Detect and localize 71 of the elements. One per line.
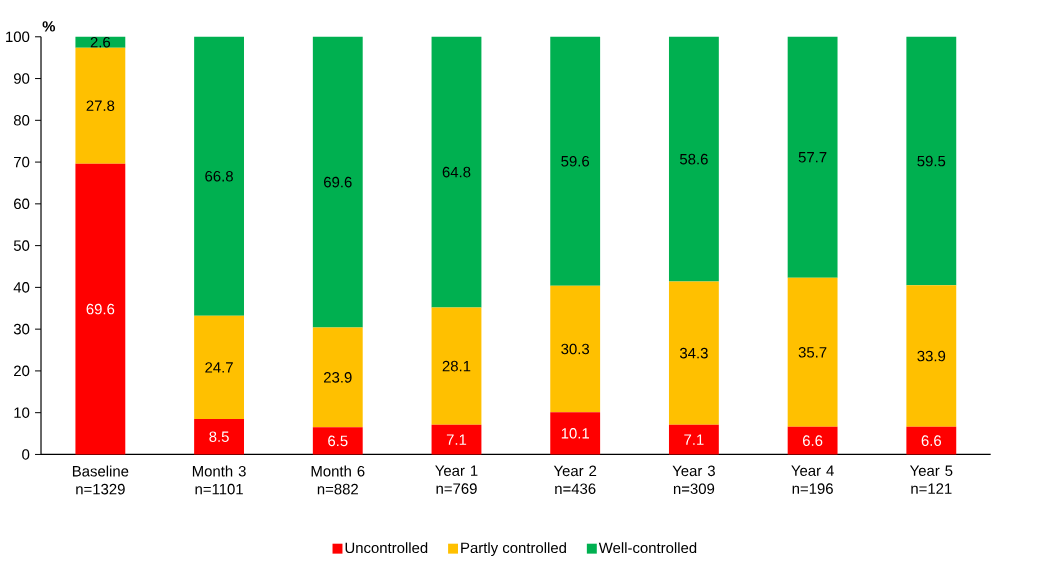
- data-label: 23.9: [324, 372, 352, 383]
- x-tick-label: Month 6 n=882: [311, 465, 365, 495]
- data-label: 33.9: [917, 350, 946, 362]
- data-label: 59.6: [561, 156, 590, 167]
- bar: [668, 424, 719, 455]
- data-label: 58.6: [679, 154, 708, 165]
- legend-label: Uncontrolled: [345, 542, 428, 554]
- bar: [668, 36, 719, 282]
- data-label: 6.6: [803, 435, 823, 447]
- y-tick-label: 90: [13, 73, 30, 84]
- bar: [75, 47, 126, 164]
- data-label: 8.5: [209, 431, 229, 443]
- y-tick-label: 30: [13, 323, 30, 335]
- data-label: 69.6: [324, 176, 352, 188]
- data-label: 10.1: [561, 428, 589, 439]
- data-label: 34.3: [679, 348, 708, 359]
- x-tick-label: Year 2 n=436: [553, 465, 597, 495]
- x-tick-label: Baseline n=1329: [72, 465, 129, 495]
- bar: [787, 36, 838, 278]
- data-label: 57.7: [798, 152, 827, 163]
- y-tick-label: 20: [14, 365, 30, 377]
- bar: [906, 427, 957, 455]
- bar: [431, 424, 482, 455]
- data-label: 69.6: [86, 303, 115, 315]
- bar: [787, 427, 838, 455]
- data-label: 6.6: [921, 435, 942, 447]
- bar: [550, 285, 601, 413]
- bar: [194, 36, 244, 316]
- data-label: 24.7: [205, 362, 233, 373]
- bar: [550, 36, 601, 286]
- data-label: 28.1: [442, 360, 471, 372]
- bar: [312, 36, 363, 328]
- data-label: 30.3: [561, 343, 590, 355]
- y-axis-title: %: [42, 21, 56, 32]
- y-tick-label: 100: [6, 31, 30, 43]
- data-label: 59.5: [917, 155, 946, 167]
- x-tick-label: Year 4 n=196: [791, 465, 834, 494]
- x-tick-label: Year 1 n=769: [435, 465, 478, 494]
- bar: [431, 36, 482, 308]
- bar: [75, 163, 126, 455]
- y-tick-label: 70: [14, 156, 30, 168]
- y-tick-label: 40: [13, 282, 30, 293]
- bar: [787, 277, 838, 427]
- data-label: 27.8: [86, 100, 115, 112]
- bar: [431, 307, 482, 425]
- bar: [75, 36, 126, 48]
- bar: [906, 285, 957, 427]
- data-label: 2.6: [90, 37, 111, 48]
- bar: [194, 315, 244, 420]
- x-tick-label: Year 3 n=309: [672, 465, 715, 495]
- data-label: 7.1: [684, 434, 704, 445]
- x-tick-label: Month 3 n=1101: [192, 465, 246, 495]
- bar: [668, 281, 719, 425]
- y-tick-label: 60: [14, 198, 30, 210]
- bar: [312, 327, 363, 428]
- legend-label: Well-controlled: [598, 542, 697, 554]
- bar: [312, 427, 363, 455]
- data-label: 6.5: [328, 435, 348, 447]
- y-tick-label: 0: [22, 449, 30, 460]
- y-tick-label: 80: [13, 115, 30, 126]
- bar: [906, 36, 957, 286]
- data-label: 7.1: [446, 434, 467, 445]
- legend-label: Partly controlled: [461, 542, 566, 557]
- y-tick-label: 10: [14, 407, 30, 419]
- data-label: 35.7: [798, 347, 827, 358]
- x-tick-label: Year 5 n=121: [909, 465, 953, 494]
- data-label: 66.8: [205, 171, 233, 182]
- data-label: 64.8: [442, 166, 471, 178]
- bar: [194, 419, 244, 455]
- y-tick-label: 50: [13, 240, 30, 252]
- bar: [550, 412, 601, 455]
